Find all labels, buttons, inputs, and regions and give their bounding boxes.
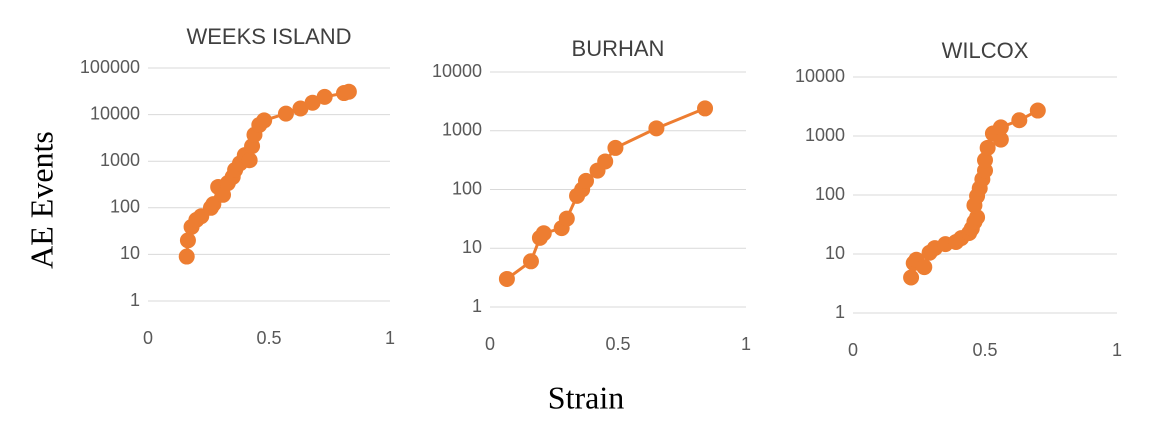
- data-point: [977, 152, 993, 169]
- data-point: [578, 172, 594, 189]
- data-point: [992, 131, 1009, 148]
- y-axis-label: AE Events: [23, 131, 59, 269]
- data-point: [256, 112, 273, 129]
- data-point: [178, 248, 195, 265]
- data-point: [535, 225, 552, 242]
- data-point: [607, 139, 624, 156]
- y-tick-label: 1: [130, 290, 140, 310]
- data-point: [498, 270, 515, 287]
- data-point: [277, 105, 294, 122]
- y-tick-label: 100000: [80, 57, 140, 77]
- data-point: [916, 259, 933, 276]
- x-tick-label: 0: [485, 334, 495, 354]
- data-point: [241, 152, 258, 169]
- data-line: [506, 107, 706, 281]
- y-tick-label: 100: [815, 184, 845, 204]
- x-axis-label: Strain: [548, 379, 624, 415]
- data-point: [969, 209, 986, 226]
- y-tick-label: 1000: [100, 150, 140, 170]
- x-tick-label: 1: [741, 334, 751, 354]
- y-tick-label: 100: [110, 197, 140, 217]
- y-tick-label: 1: [472, 296, 482, 316]
- data-point: [1029, 102, 1046, 119]
- y-tick-label: 10: [120, 243, 140, 263]
- y-tick-label: 100: [452, 178, 482, 198]
- data-point: [316, 88, 333, 105]
- x-tick-label: 0.5: [605, 334, 630, 354]
- data-point: [992, 119, 1009, 136]
- data-point: [304, 94, 321, 111]
- x-tick-label: 0.5: [972, 340, 997, 360]
- data-point: [697, 100, 714, 117]
- x-tick-label: 1: [385, 328, 395, 348]
- y-tick-label: 10000: [432, 61, 482, 81]
- x-tick-label: 0.5: [256, 328, 281, 348]
- y-tick-label: 10000: [90, 103, 140, 123]
- y-tick-label: 10: [462, 237, 482, 257]
- data-point: [522, 253, 539, 270]
- y-tick-label: 10: [825, 243, 845, 263]
- x-tick-label: 0: [848, 340, 858, 360]
- data-point: [1011, 112, 1028, 129]
- data-point: [558, 210, 575, 227]
- chart-title: WILCOX: [942, 38, 1029, 63]
- y-tick-label: 1000: [442, 120, 482, 140]
- data-point: [292, 100, 309, 117]
- data-point: [179, 232, 196, 249]
- data-point: [597, 153, 614, 170]
- y-tick-label: 1000: [805, 125, 845, 145]
- x-tick-label: 1: [1112, 340, 1122, 360]
- y-tick-label: 10000: [795, 66, 845, 86]
- x-tick-label: 0: [143, 328, 153, 348]
- data-point: [648, 120, 665, 137]
- data-point: [979, 139, 996, 156]
- y-tick-label: 1: [835, 302, 845, 322]
- data-point: [903, 269, 920, 286]
- chart-title: BURHAN: [572, 36, 665, 61]
- data-point: [340, 83, 357, 100]
- chart-title: WEEKS ISLAND: [186, 24, 351, 49]
